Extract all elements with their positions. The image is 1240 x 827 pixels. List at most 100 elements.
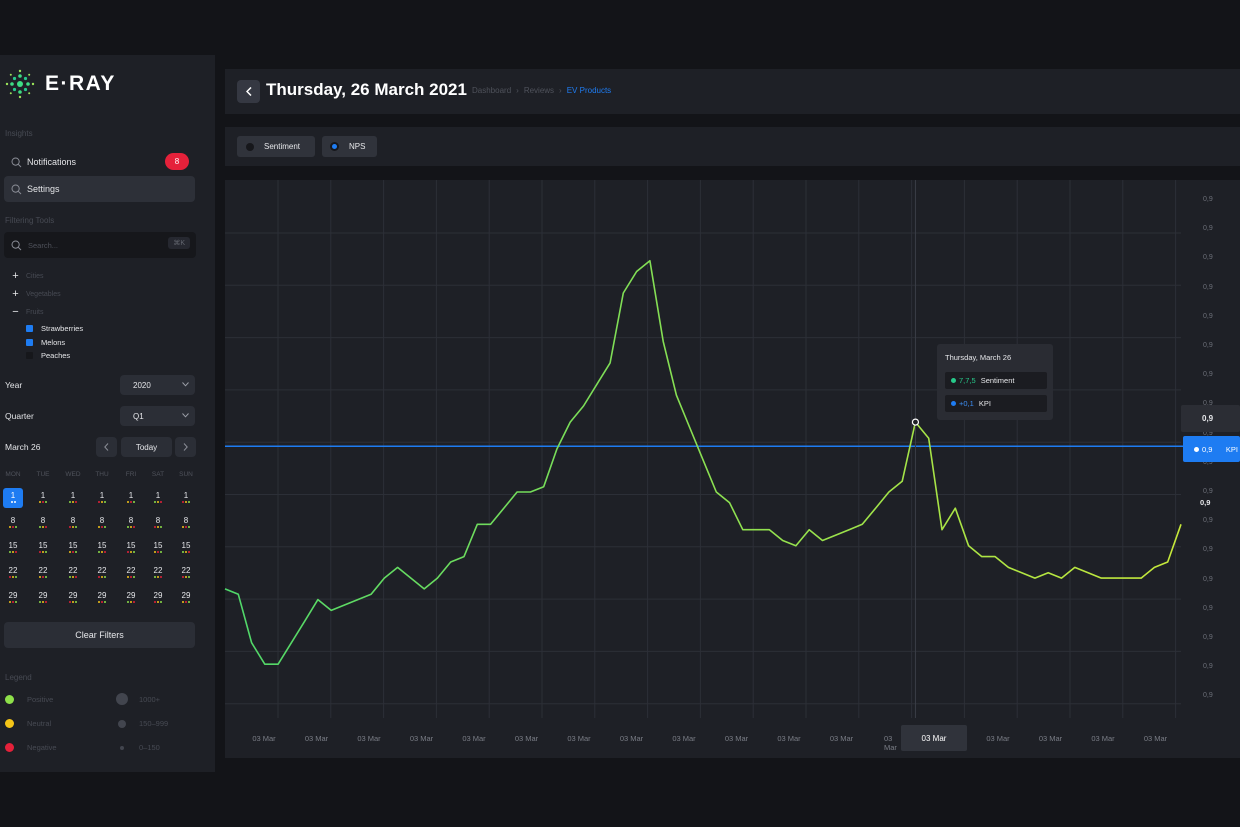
clear-filters-button[interactable]: Clear Filters: [4, 622, 195, 648]
breadcrumb-ev-products[interactable]: EV Products: [566, 86, 612, 95]
calendar-day[interactable]: 8: [121, 513, 141, 533]
x-tick-label: 03 Mar: [777, 734, 801, 743]
calendar-day[interactable]: 8: [3, 513, 23, 533]
calendar-day[interactable]: 29: [3, 588, 23, 608]
checkbox-checked[interactable]: [26, 339, 33, 346]
calendar-day[interactable]: 1: [63, 488, 83, 508]
tree-item-fruits[interactable]: − Fruits: [10, 306, 44, 318]
search-placeholder: Search...: [28, 240, 59, 250]
x-tick-selected[interactable]: 03 Mar: [901, 725, 967, 751]
calendar-day-number: 15: [68, 541, 78, 550]
breadcrumb: Dashboard › Reviews › EV Products: [472, 86, 616, 95]
today-button[interactable]: Today: [121, 437, 172, 457]
calendar-day[interactable]: 1: [92, 488, 112, 508]
calendar-day[interactable]: 22: [92, 563, 112, 583]
x-tick-label: 03 Mar: [724, 734, 749, 743]
calendar-day[interactable]: 22: [176, 563, 196, 583]
calendar-day[interactable]: 8: [148, 513, 168, 533]
checkbox-checked[interactable]: [26, 325, 33, 332]
day-sentiment-dots: [148, 526, 168, 528]
quarter-select[interactable]: Q1: [120, 406, 195, 426]
tooltip-label: Sentiment: [980, 376, 1015, 385]
header: Thursday, 26 March 2021 Dashboard › Revi…: [225, 69, 1240, 114]
tree-item-vegetables[interactable]: + Vegetables: [10, 288, 60, 300]
calendar-day[interactable]: 15: [176, 538, 196, 558]
calendar-day[interactable]: 29: [121, 588, 141, 608]
calendar-day-number: 1: [155, 491, 161, 500]
legend-positive: Positive: [5, 695, 53, 704]
size-dot: [120, 745, 124, 750]
calendar-day[interactable]: 22: [121, 563, 141, 583]
calendar-day[interactable]: 15: [121, 538, 141, 558]
calendar-day[interactable]: 1: [176, 488, 196, 508]
fruit-melons[interactable]: Melons: [26, 337, 65, 348]
back-button[interactable]: [237, 80, 260, 103]
calendar-day[interactable]: 8: [92, 513, 112, 533]
weekday-label: FRI: [125, 471, 137, 478]
calendar-day[interactable]: 1: [121, 488, 141, 508]
calendar-day[interactable]: 8: [63, 513, 83, 533]
size-dot: [116, 693, 128, 705]
day-sentiment-dots: [63, 601, 83, 603]
y-tick-label: 0,9: [1203, 458, 1213, 466]
calendar-day-number: 29: [153, 591, 163, 600]
nav-settings[interactable]: Settings: [4, 176, 195, 202]
calendar-day[interactable]: 15: [148, 538, 168, 558]
calendar-day-number: 15: [126, 541, 136, 550]
calendar-day[interactable]: 22: [148, 563, 168, 583]
day-sentiment-dots: [121, 576, 141, 578]
weekday-label: TUE: [36, 471, 50, 478]
calendar-day[interactable]: 8: [33, 513, 53, 533]
calendar-day[interactable]: 22: [63, 563, 83, 583]
calendar-day[interactable]: 29: [33, 588, 53, 608]
breadcrumb-dashboard[interactable]: Dashboard: [472, 86, 512, 95]
date-label: March 26: [5, 442, 41, 452]
checkbox-unchecked[interactable]: [26, 352, 33, 359]
calendar-day[interactable]: 29: [176, 588, 196, 608]
search-input[interactable]: Search... ⌘K: [4, 232, 196, 258]
calendar-day[interactable]: 15: [33, 538, 53, 558]
kpi-reference-label: 0,9 KPI: [1183, 436, 1240, 462]
day-sentiment-dots: [176, 526, 196, 528]
calendar-day[interactable]: 29: [92, 588, 112, 608]
day-sentiment-dots: [63, 526, 83, 528]
calendar-day[interactable]: 15: [63, 538, 83, 558]
calendar-day[interactable]: 22: [3, 563, 23, 583]
legend-size-label: 1000+: [139, 694, 161, 704]
day-sentiment-dots: [148, 576, 168, 578]
tree-item-label: Fruits: [26, 308, 44, 316]
calendar-day[interactable]: 22: [33, 563, 53, 583]
expand-icon: +: [12, 288, 19, 300]
calendar-day[interactable]: 1: [148, 488, 168, 508]
calendar-day[interactable]: 1: [33, 488, 53, 508]
calendar-day[interactable]: 8: [176, 513, 196, 533]
prev-day-button[interactable]: [96, 437, 117, 457]
x-tick-label: 03 Mar: [409, 734, 434, 743]
calendar-day[interactable]: 15: [92, 538, 112, 558]
tab-label: Sentiment: [264, 142, 301, 151]
y-tick-label: 0,9: [1203, 517, 1213, 525]
tree-item-cities[interactable]: + Cities: [10, 270, 43, 282]
calendar-day[interactable]: 1: [3, 488, 23, 508]
breadcrumb-separator-icon: ›: [559, 86, 562, 95]
tab-nps[interactable]: NPS: [322, 136, 377, 157]
day-sentiment-dots: [121, 526, 141, 528]
nav-notifications[interactable]: Notifications 8: [4, 149, 195, 175]
next-day-button[interactable]: [175, 437, 196, 457]
day-sentiment-dots: [92, 501, 112, 503]
calendar-day-number: 29: [68, 591, 78, 600]
fruit-peaches[interactable]: Peaches: [26, 350, 70, 361]
calendar-day[interactable]: 15: [3, 538, 23, 558]
calendar-day[interactable]: 29: [63, 588, 83, 608]
tooltip-row-sentiment: 7,7,5 Sentiment: [945, 372, 1047, 389]
day-sentiment-dots: [92, 601, 112, 603]
calendar-day[interactable]: 29: [148, 588, 168, 608]
year-select[interactable]: 2020: [120, 375, 195, 395]
search-icon: [11, 157, 22, 167]
y-tick-label: 0,9: [1203, 312, 1213, 320]
fruit-strawberries[interactable]: Strawberries: [26, 323, 83, 334]
tab-sentiment[interactable]: Sentiment: [237, 136, 315, 157]
x-tick-label: 03 Mar: [986, 734, 1010, 743]
breadcrumb-reviews[interactable]: Reviews: [523, 86, 555, 95]
x-tick-label: 03 Mar: [619, 734, 644, 743]
